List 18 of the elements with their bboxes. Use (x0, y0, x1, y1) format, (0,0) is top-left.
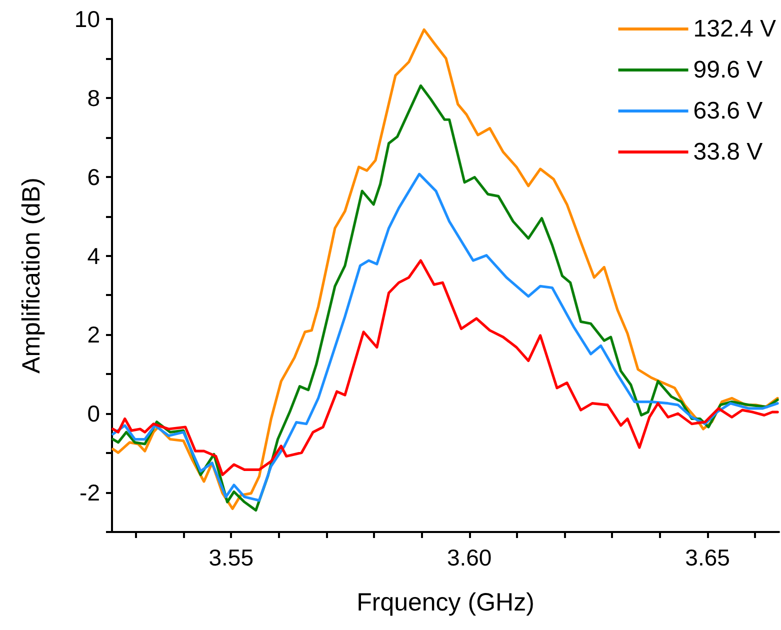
y-axis-title: Amplification (dB) (18, 178, 46, 374)
y-tick-label: 2 (87, 322, 100, 348)
x-tick-label: 3.55 (208, 544, 254, 570)
x-tick-label: 3.60 (446, 544, 492, 570)
y-tick-label: 6 (87, 164, 100, 190)
y-tick-label: 10 (74, 6, 100, 32)
legend-label: 99.6 V (693, 56, 763, 84)
legend-label: 33.8 V (693, 138, 763, 166)
line-series (112, 259, 779, 476)
legend-label: 132.4 V (693, 16, 776, 42)
line-series (112, 172, 779, 502)
y-tick-label: 8 (87, 84, 100, 111)
y-tick-label: -2 (80, 480, 100, 506)
legend-label: 63.6 V (693, 98, 763, 124)
x-tick-label: 3.65 (685, 544, 730, 570)
y-tick-label: 0 (87, 400, 100, 427)
y-tick-label: 4 (87, 242, 100, 269)
x-axis-title: Frquency (GHz) (356, 588, 534, 616)
